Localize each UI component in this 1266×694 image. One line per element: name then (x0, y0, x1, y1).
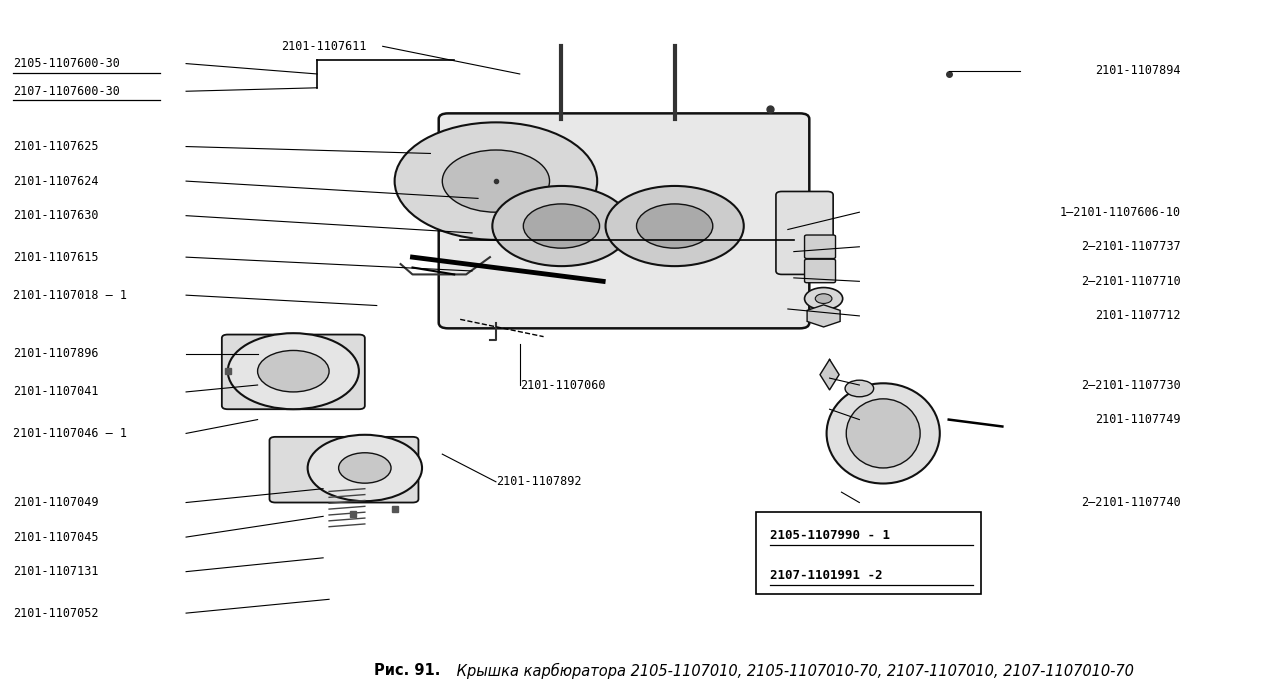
Circle shape (846, 380, 874, 397)
Text: 2101-1107712: 2101-1107712 (1095, 310, 1181, 323)
Circle shape (815, 294, 832, 303)
Text: 2101-1107624: 2101-1107624 (14, 175, 99, 187)
Text: 2105-1107600-30: 2105-1107600-30 (14, 57, 120, 70)
Text: 2107-1101991 -2: 2107-1101991 -2 (770, 568, 882, 582)
Circle shape (228, 333, 358, 409)
Circle shape (605, 186, 743, 266)
Ellipse shape (846, 399, 920, 468)
Circle shape (308, 434, 422, 501)
Circle shape (637, 204, 713, 248)
Text: 2101-1107060: 2101-1107060 (520, 378, 605, 391)
Text: 2101-1107892: 2101-1107892 (496, 475, 581, 489)
Circle shape (257, 350, 329, 392)
Text: Рис. 91.: Рис. 91. (375, 663, 441, 678)
Text: 2101-1107052: 2101-1107052 (14, 607, 99, 620)
FancyBboxPatch shape (804, 235, 836, 259)
Circle shape (338, 452, 391, 483)
Circle shape (492, 186, 630, 266)
FancyBboxPatch shape (756, 511, 981, 594)
Text: 2—2101-1107740: 2—2101-1107740 (1081, 496, 1181, 509)
Text: 2101-1107045: 2101-1107045 (14, 531, 99, 543)
FancyBboxPatch shape (776, 192, 833, 274)
Text: 2105-1107990 - 1: 2105-1107990 - 1 (770, 529, 890, 541)
Circle shape (395, 122, 598, 240)
Text: 2101-1107630: 2101-1107630 (14, 209, 99, 222)
Circle shape (442, 150, 549, 212)
Text: 2101-1107615: 2101-1107615 (14, 251, 99, 264)
Text: 2101-1107018 — 1: 2101-1107018 — 1 (14, 289, 128, 302)
Ellipse shape (827, 383, 939, 484)
Text: 2101-1107611: 2101-1107611 (281, 40, 367, 53)
Text: 2—2101-1107730: 2—2101-1107730 (1081, 378, 1181, 391)
FancyBboxPatch shape (804, 260, 836, 282)
Text: 1—2101-1107606-10: 1—2101-1107606-10 (1060, 205, 1181, 219)
Text: 2101-1107894: 2101-1107894 (1095, 64, 1181, 77)
Circle shape (523, 204, 600, 248)
Text: 2101-1107896: 2101-1107896 (14, 348, 99, 360)
Text: 2—2101-1107737: 2—2101-1107737 (1081, 240, 1181, 253)
Text: Крышка карбюратора 2105-1107010, 2105-1107010-70, 2107-1107010, 2107-1107010-70: Крышка карбюратора 2105-1107010, 2105-11… (452, 662, 1133, 679)
Text: 2101-1107041: 2101-1107041 (14, 385, 99, 398)
Text: 2101-1107049: 2101-1107049 (14, 496, 99, 509)
Text: 2101-1107749: 2101-1107749 (1095, 413, 1181, 426)
Text: 2107-1107600-30: 2107-1107600-30 (14, 85, 120, 98)
FancyBboxPatch shape (222, 335, 365, 409)
Text: 2101-1107046 — 1: 2101-1107046 — 1 (14, 427, 128, 440)
Polygon shape (820, 359, 839, 390)
Text: 2101-1107131: 2101-1107131 (14, 565, 99, 578)
Text: 2—2101-1107710: 2—2101-1107710 (1081, 275, 1181, 288)
Text: 2101-1107625: 2101-1107625 (14, 140, 99, 153)
FancyBboxPatch shape (270, 437, 419, 502)
Circle shape (804, 287, 843, 310)
FancyBboxPatch shape (439, 113, 809, 328)
